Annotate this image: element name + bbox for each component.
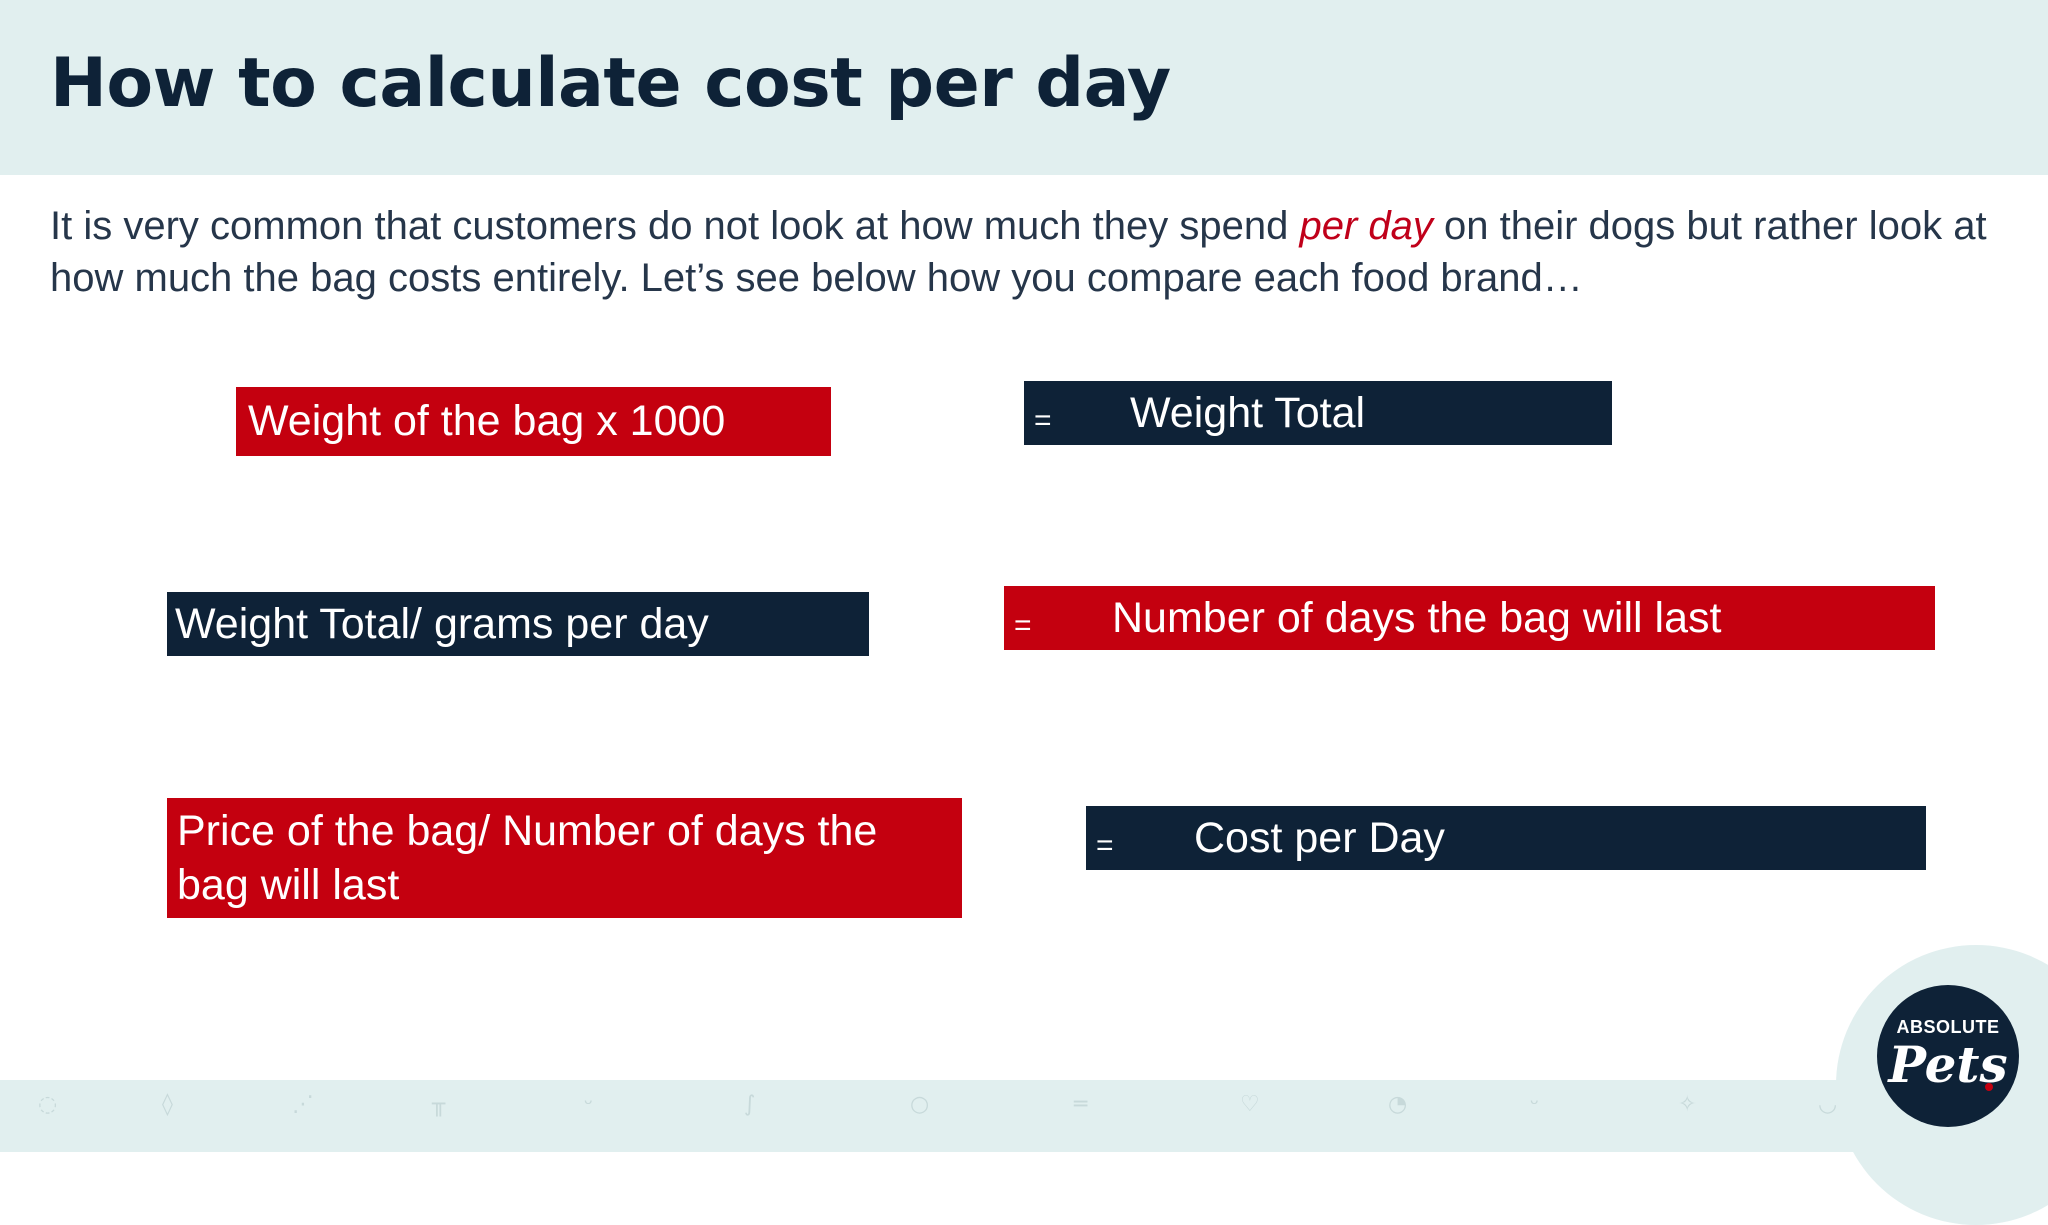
fishbowl-icon: ○ (910, 1092, 930, 1117)
bird-icon: ᵕ (584, 1092, 594, 1117)
intro-emphasis: per day (1299, 204, 1433, 248)
comb-icon: ╥ (432, 1092, 446, 1117)
heart-icon: ♡ (1240, 1092, 1260, 1117)
logo-dot (1985, 1083, 1993, 1091)
result-label: Cost per Day (1194, 814, 1445, 862)
absolute-pets-logo: ABSOLUTE Pets (1877, 985, 2019, 1127)
formula-price-per-days: Price of the bag/ Number of days the bag… (167, 798, 962, 918)
formula-label: Weight of the bag x 1000 (248, 397, 726, 445)
equals-sign: = (1034, 404, 1052, 437)
equals-sign: = (1014, 609, 1032, 642)
intro-text-start: It is very common that customers do not … (50, 204, 1300, 248)
formula-label: Price of the bag/ Number of days the bag… (177, 807, 878, 909)
header-band: How to calculate cost per day (0, 0, 2048, 175)
page-title: How to calculate cost per day (50, 44, 1171, 123)
leash-icon: ∫ (744, 1092, 756, 1117)
formula-weight-per-grams: Weight Total/ grams per day (167, 592, 869, 656)
result-label: Number of days the bag will last (1112, 594, 1722, 642)
intro-text-end: on their dogs but rather look at how muc… (50, 204, 1987, 300)
ball-icon: ◌ (38, 1092, 58, 1117)
logo-top-text: ABSOLUTE (1896, 1017, 2000, 1037)
bowl-icon: ◡ (1818, 1092, 1838, 1117)
result-label: Weight Total (1130, 389, 1366, 437)
turtle-icon: ◔ (1388, 1092, 1408, 1117)
fish-icon: ⋰ (292, 1092, 314, 1117)
equals-sign: = (1096, 829, 1114, 862)
drop-icon: ◊ (162, 1092, 173, 1117)
footer-band (0, 1080, 2048, 1152)
formula-label: Weight Total/ grams per day (175, 600, 709, 648)
logo-bottom-text: Pets (1888, 1035, 2008, 1094)
intro-paragraph: It is very common that customers do not … (50, 200, 2010, 304)
bone-icon: ═ (1074, 1092, 1088, 1117)
result-days-bag-lasts: = Number of days the bag will last (1004, 586, 1935, 650)
star-icon: ✧ (1678, 1092, 1697, 1117)
bird-icon: ᵕ (1530, 1092, 1540, 1117)
result-cost-per-day: = Cost per Day (1086, 806, 1926, 870)
result-weight-total: = Weight Total (1024, 381, 1612, 445)
formula-weight-of-bag: Weight of the bag x 1000 (236, 387, 831, 456)
